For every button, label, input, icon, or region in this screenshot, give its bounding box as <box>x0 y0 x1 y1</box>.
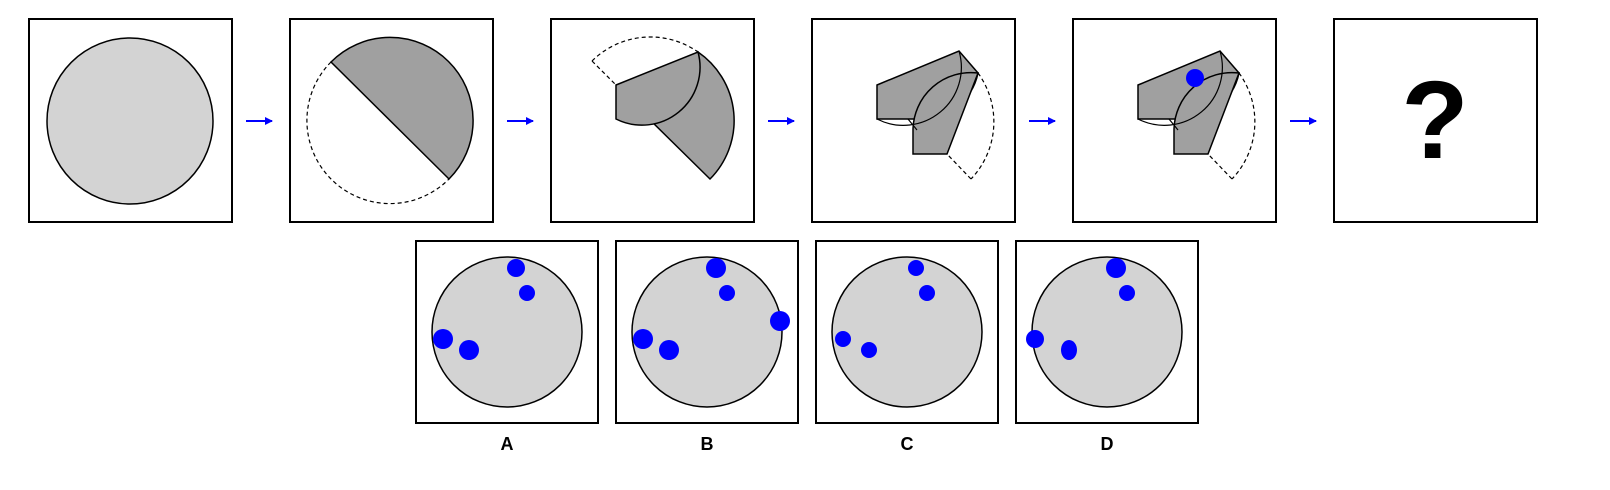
hole <box>633 329 653 349</box>
hole <box>1106 258 1126 278</box>
step-5-panel <box>1072 18 1277 223</box>
option-b[interactable]: B <box>615 240 799 454</box>
punched-hole <box>1186 69 1204 87</box>
hole <box>719 285 735 301</box>
step-4-panel <box>811 18 1016 223</box>
fold-outline-dashed <box>591 60 617 86</box>
hole <box>433 329 453 349</box>
fold-outline-dashed <box>970 72 995 180</box>
unfolded-paper <box>631 256 783 408</box>
fold-crease <box>907 118 918 131</box>
hole <box>1061 340 1077 360</box>
option-a-label: A <box>501 434 514 454</box>
hole <box>835 331 851 347</box>
folded-front-piece <box>912 71 980 155</box>
option-c-label: C <box>901 434 914 454</box>
hole <box>1026 330 1044 348</box>
folded-front-piece <box>1173 71 1241 155</box>
hole <box>1119 285 1135 301</box>
hole <box>861 342 877 358</box>
question-frame <box>1333 18 1538 223</box>
step-2-panel <box>289 18 494 223</box>
fold-crease <box>876 50 962 126</box>
fold-outline-dashed <box>306 61 450 205</box>
fold-crease <box>1168 118 1179 131</box>
question-panel: ? <box>1333 18 1538 223</box>
unfolded-paper <box>431 256 583 408</box>
hole <box>507 259 525 277</box>
option-d-label: D <box>1101 434 1114 454</box>
fold-outline-dashed <box>1231 72 1256 180</box>
hole <box>919 285 935 301</box>
fold-crease <box>1137 50 1223 126</box>
step-1-panel <box>28 18 233 223</box>
step-3-panel <box>550 18 755 223</box>
fold-outline-dashed <box>1207 153 1233 180</box>
folded-half <box>329 36 474 181</box>
unfolded-paper <box>1031 256 1183 408</box>
folded-upper-piece <box>615 50 701 126</box>
fold-outline-dashed <box>591 36 699 62</box>
option-a[interactable]: A <box>415 240 599 454</box>
hole <box>659 340 679 360</box>
option-c[interactable]: C <box>815 240 999 454</box>
hole <box>770 311 790 331</box>
fold-outline-dashed <box>946 153 972 180</box>
hole <box>908 260 924 276</box>
unfolded-paper <box>831 256 983 408</box>
hole <box>519 285 535 301</box>
option-d[interactable]: D <box>1015 240 1199 454</box>
hole <box>459 340 479 360</box>
option-b-label: B <box>701 434 714 454</box>
paper-circle <box>46 37 214 205</box>
hole <box>706 258 726 278</box>
question-mark: ? <box>1401 59 1468 182</box>
